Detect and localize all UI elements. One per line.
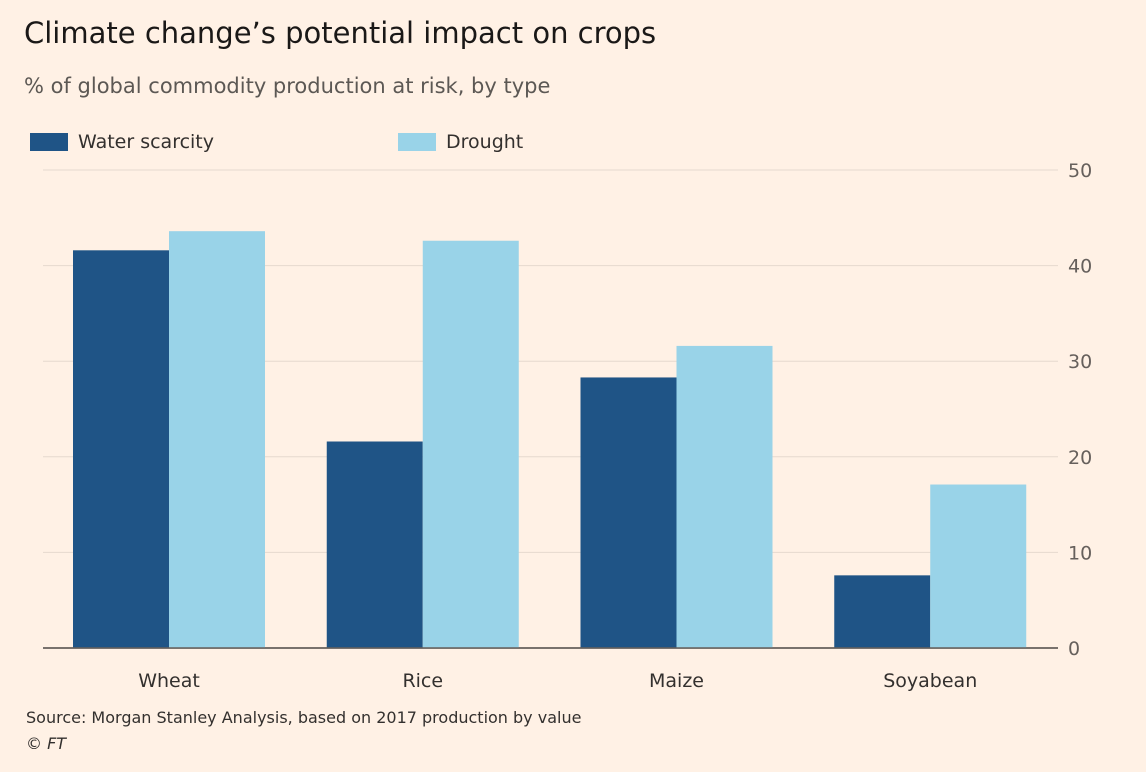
legend-item-drought: Drought — [398, 131, 523, 153]
legend-label-drought: Drought — [446, 131, 524, 153]
y-tick-label: 20 — [1068, 447, 1092, 469]
y-tick-label: 30 — [1068, 351, 1092, 373]
x-tick-label-maize: Maize — [649, 670, 704, 692]
bar-soyabean-drought — [930, 484, 1027, 648]
legend-item-water-scarcity: Water scarcity — [30, 131, 214, 153]
chart-title: Climate change’s potential impact on cro… — [24, 16, 657, 50]
y-tick-label: 40 — [1068, 256, 1092, 278]
legend-swatch-drought — [398, 133, 436, 151]
axis-layer: 0 10 20 30 40 50 Wheat Rice Maize Soyabean — [43, 160, 1092, 692]
legend-swatch-water-scarcity — [30, 133, 68, 151]
source-note: Source: Morgan Stanley Analysis, based o… — [26, 708, 582, 727]
bar-wheat-water-scarcity — [73, 250, 169, 648]
y-tick-label: 50 — [1068, 160, 1092, 182]
bar-maize-water-scarcity — [580, 377, 677, 648]
legend-label-water-scarcity: Water scarcity — [78, 131, 215, 153]
chart-subtitle: % of global commodity production at risk… — [24, 74, 551, 98]
x-tick-label-soyabean: Soyabean — [883, 670, 977, 692]
x-tick-label-rice: Rice — [402, 670, 443, 692]
bar-maize-drought — [676, 345, 773, 648]
bar-rice-water-scarcity — [326, 441, 423, 648]
x-tick-label-wheat: Wheat — [138, 670, 200, 692]
y-tick-label: 10 — [1068, 542, 1092, 564]
bar-wheat-drought — [169, 231, 265, 648]
bar-soyabean-water-scarcity — [834, 575, 931, 648]
copyright: © FT — [26, 734, 67, 753]
bar-rice-drought — [422, 240, 519, 648]
y-tick-label: 0 — [1068, 638, 1080, 660]
bar-layer — [73, 231, 1027, 648]
